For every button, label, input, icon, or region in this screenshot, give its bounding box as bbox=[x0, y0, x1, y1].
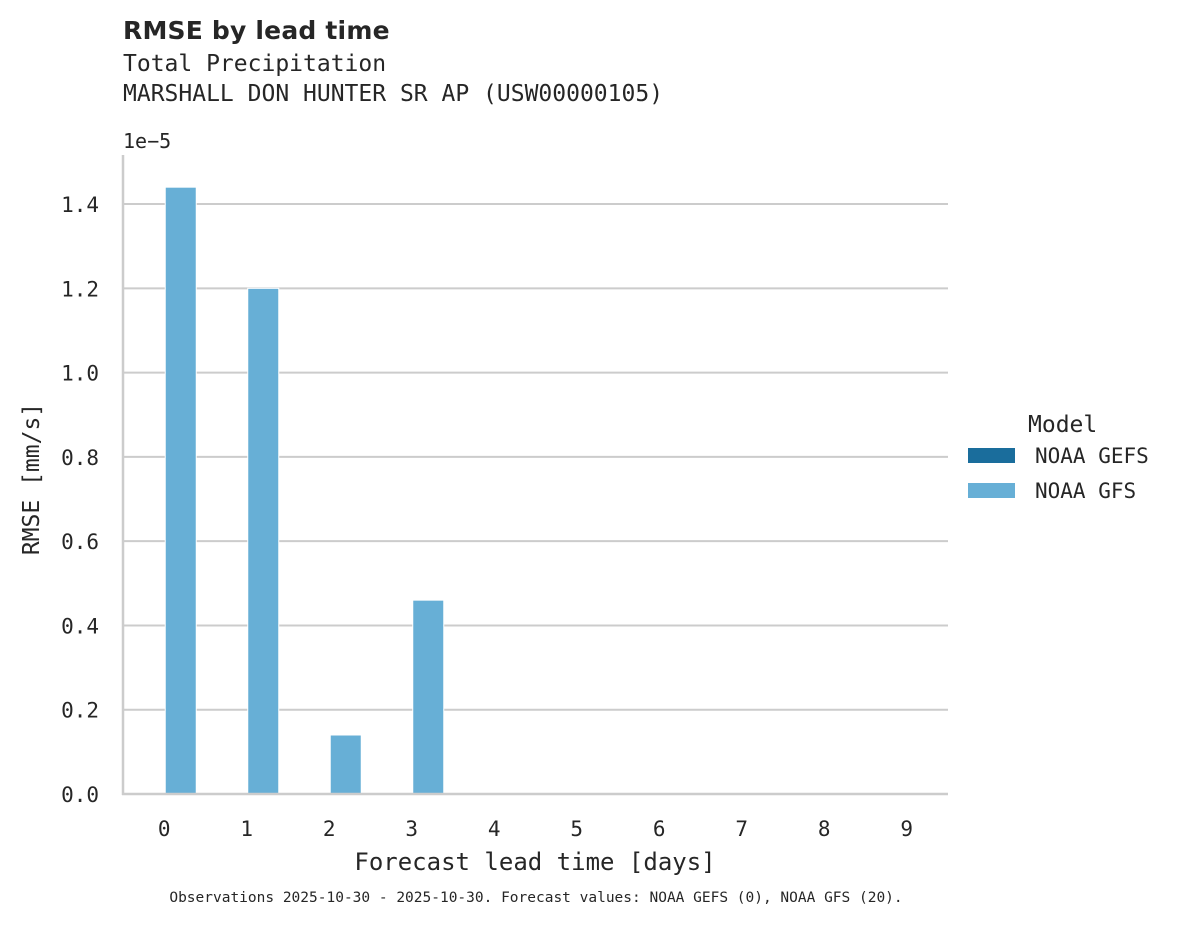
legend: Model NOAA GEFS NOAA GFS bbox=[968, 412, 1149, 508]
y-axis-label: RMSE [mm/s] bbox=[19, 402, 45, 556]
bar-noaa-gfs-3 bbox=[412, 599, 445, 795]
footnote: Observations 2025-10-30 - 2025-10-30. Fo… bbox=[169, 890, 903, 906]
y-tick-label: 0.4 bbox=[61, 614, 99, 638]
x-tick-label: 2 bbox=[323, 817, 336, 841]
bars bbox=[164, 186, 445, 795]
x-tick-labels: 0 1 2 3 4 5 6 7 8 9 bbox=[158, 817, 913, 841]
y-tick-label: 0.8 bbox=[61, 446, 99, 470]
x-tick-label: 1 bbox=[240, 817, 253, 841]
chart-subtitle-variable: Total Precipitation bbox=[123, 51, 387, 77]
y-tick-label: 0.0 bbox=[61, 783, 99, 807]
y-tick-label: 0.2 bbox=[61, 699, 99, 723]
y-tick-label: 0.6 bbox=[61, 530, 99, 554]
bar-noaa-gfs-1 bbox=[247, 287, 280, 795]
x-tick-label: 3 bbox=[405, 817, 418, 841]
y-tick-label: 1.4 bbox=[61, 193, 99, 217]
x-tick-label: 0 bbox=[158, 817, 171, 841]
x-tick-label: 4 bbox=[488, 817, 501, 841]
bar-noaa-gfs-2 bbox=[329, 734, 362, 795]
bar-noaa-gfs-0 bbox=[164, 186, 197, 795]
legend-title: Model bbox=[1028, 412, 1098, 438]
x-tick-label: 9 bbox=[900, 817, 913, 841]
x-tick-label: 6 bbox=[653, 817, 666, 841]
legend-item-gfs: NOAA GFS bbox=[968, 473, 1149, 508]
x-tick-label: 5 bbox=[570, 817, 583, 841]
x-tick-label: 7 bbox=[735, 817, 748, 841]
legend-label-gefs: NOAA GEFS bbox=[1035, 443, 1149, 468]
legend-swatch-gfs bbox=[968, 483, 1015, 498]
y-tick-label: 1.0 bbox=[61, 362, 99, 386]
x-axis-label: Forecast lead time [days] bbox=[354, 848, 716, 876]
axes bbox=[121, 155, 948, 796]
y-axis-exponent: 1e−5 bbox=[123, 129, 172, 153]
chart-title: RMSE by lead time bbox=[123, 16, 390, 45]
x-tick-label: 8 bbox=[818, 817, 831, 841]
legend-label-gfs: NOAA GFS bbox=[1035, 478, 1137, 503]
gridlines bbox=[123, 203, 948, 711]
legend-swatch-gefs bbox=[968, 448, 1015, 463]
legend-item-gefs: NOAA GEFS bbox=[968, 438, 1149, 473]
y-tick-label: 1.2 bbox=[61, 277, 99, 301]
y-tick-labels: 0.0 0.2 0.4 0.6 0.8 1.0 1.2 1.4 bbox=[61, 193, 99, 807]
chart-subtitle-station: MARSHALL DON HUNTER SR AP (USW00000105) bbox=[123, 81, 664, 107]
